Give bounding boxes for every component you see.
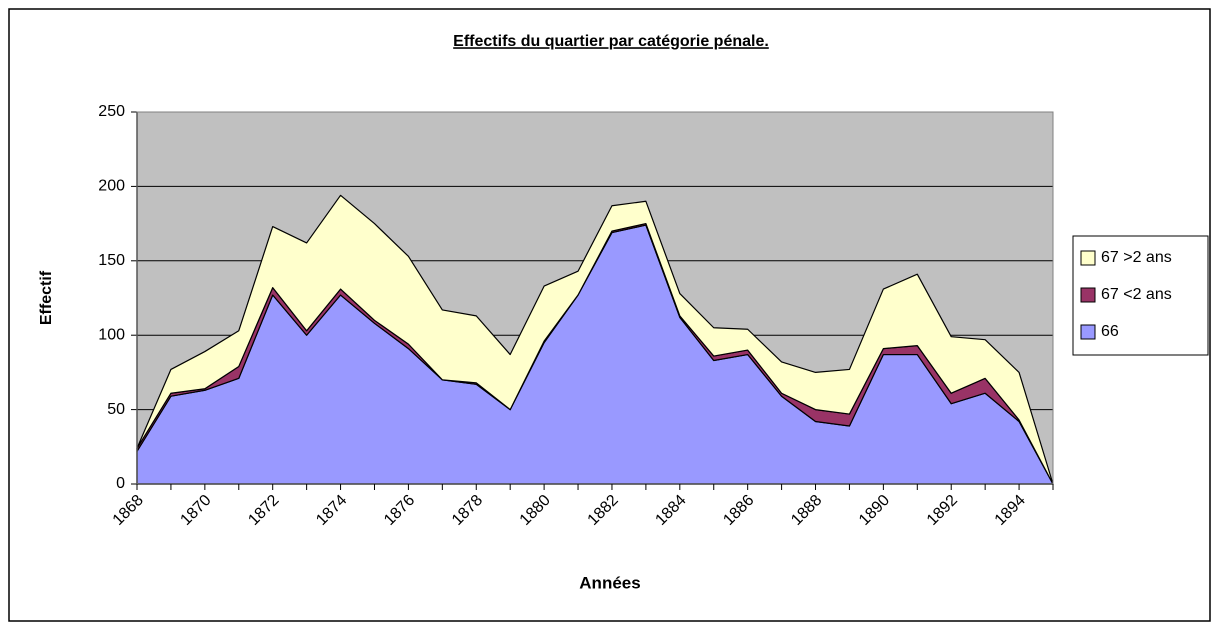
x-axis-title: Années — [579, 573, 640, 592]
y-axis-title: Effectif — [38, 270, 55, 325]
legend-swatch — [1080, 287, 1096, 303]
legend-label: 67 <2 ans — [1101, 286, 1172, 303]
y-tick-label: 200 — [98, 178, 125, 195]
legend-swatch — [1080, 324, 1096, 340]
legend-label: 67 >2 ans — [1101, 249, 1172, 266]
plot-border — [136, 111, 1054, 485]
y-tick-label: 250 — [98, 103, 125, 120]
legend-swatch — [1080, 250, 1096, 266]
y-tick-label: 50 — [107, 401, 125, 418]
legend-label: 66 — [1101, 323, 1119, 340]
y-tick-label: 150 — [98, 252, 125, 269]
y-tick-label: 100 — [98, 326, 125, 343]
y-tick-label: 0 — [116, 475, 125, 492]
chart-title: Effectifs du quartier par catégorie péna… — [453, 33, 769, 50]
